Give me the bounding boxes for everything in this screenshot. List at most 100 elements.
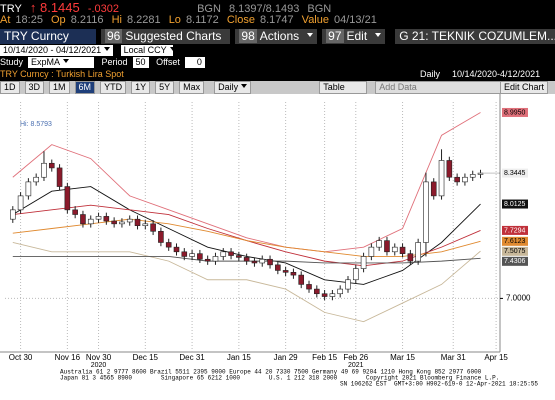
footer-line: Japan 81 3 4565 8900 Singapore 65 6212 1… bbox=[60, 375, 499, 382]
frequency: Daily bbox=[420, 69, 441, 79]
footer-line: SN 106262 EST GMT+3:00 H902-619-0 12-Apr… bbox=[340, 381, 538, 388]
candle-body bbox=[462, 176, 468, 183]
candle-body bbox=[236, 255, 242, 258]
x-tick-label: Jan 15 bbox=[227, 353, 252, 362]
price-tag-label: 8.3445 bbox=[504, 170, 526, 177]
period-button[interactable]: 1Y bbox=[131, 81, 151, 94]
chart-header: TRY Curncy : Turkish Lira Spot Daily 10/… bbox=[0, 69, 555, 81]
button-label: Actions bbox=[259, 29, 300, 43]
candle-body bbox=[290, 272, 297, 276]
period-button[interactable]: 1D bbox=[0, 81, 20, 94]
x-tick-label: Feb 15 bbox=[312, 353, 337, 362]
candle-body bbox=[267, 258, 273, 266]
candle-body bbox=[298, 274, 305, 285]
security[interactable]: TRY Curncy bbox=[0, 29, 96, 44]
change: -.0302 bbox=[87, 3, 120, 14]
period[interactable]: 50 bbox=[132, 57, 149, 68]
label: At bbox=[0, 14, 11, 26]
table-button[interactable]: Table bbox=[319, 81, 368, 94]
candle-body bbox=[80, 214, 86, 225]
command-row: TRY Curncy 96 Suggested Charts 98 Actions 97 E… bbox=[0, 29, 555, 45]
price-tag-label: 7.7294 bbox=[504, 227, 526, 234]
price-tag bbox=[502, 246, 528, 256]
footer-line: Australia 61 2 9777 8600 Brazil 5511 239… bbox=[60, 369, 482, 376]
candle-body bbox=[220, 251, 227, 257]
candle-body bbox=[189, 253, 195, 257]
price-tag bbox=[502, 168, 528, 178]
candle-body bbox=[423, 181, 429, 243]
candle-body bbox=[173, 246, 180, 253]
price-tag bbox=[502, 107, 528, 117]
candle-body bbox=[251, 260, 258, 264]
candle-body bbox=[126, 218, 133, 223]
candle-body bbox=[142, 223, 149, 227]
y-tick-label: 7.0000 bbox=[506, 294, 531, 303]
candle-body bbox=[48, 162, 55, 169]
study[interactable]: ExpMA bbox=[28, 57, 95, 68]
button-label: Suggested Charts bbox=[125, 29, 222, 43]
candle-body bbox=[282, 270, 289, 273]
x-tick-label: Dec 31 bbox=[179, 353, 205, 362]
value: 8.2116 bbox=[70, 14, 104, 26]
button-key: 96 bbox=[105, 29, 123, 43]
candle-body bbox=[212, 256, 219, 262]
high-annotation: Hi: 8.5793 bbox=[20, 121, 52, 128]
toolbar-button[interactable]: 96 Suggested Charts bbox=[101, 29, 231, 44]
candle-body bbox=[64, 186, 71, 211]
candle-body bbox=[243, 257, 250, 262]
candle-body bbox=[150, 223, 156, 232]
candle-body bbox=[259, 258, 266, 264]
offset[interactable]: 0 bbox=[184, 57, 205, 68]
candle-body bbox=[56, 167, 63, 187]
period-button[interactable]: YTD bbox=[100, 81, 127, 94]
range: 10/14/2020-4/12/2021 bbox=[452, 69, 541, 79]
bid-ask: 8.1397/8.1493 bbox=[228, 3, 300, 14]
quote-row: TRY ↑ 8.1445 -.0302 BGN 8.1397/8.1493 BG… bbox=[0, 0, 555, 14]
candle-body bbox=[391, 246, 398, 253]
candle-body bbox=[376, 240, 382, 248]
x-tick-label: Oct 30 bbox=[9, 353, 33, 362]
toolbar-button[interactable]: 98 Actions bbox=[235, 29, 318, 44]
period-button[interactable]: Max bbox=[179, 81, 205, 94]
date-range[interactable]: 10/14/2020 - 04/12/2021 bbox=[0, 45, 114, 56]
candle-body bbox=[17, 195, 24, 211]
frequency-button[interactable]: Daily bbox=[214, 81, 252, 94]
currency[interactable]: Local CCY bbox=[120, 45, 173, 56]
price-tag-label: 8.0125 bbox=[504, 201, 526, 208]
candle-body bbox=[197, 253, 203, 260]
candle-body bbox=[204, 258, 211, 262]
candle-body bbox=[25, 181, 32, 197]
period-button[interactable]: 3D bbox=[24, 81, 45, 94]
label: Value bbox=[301, 14, 329, 26]
edit-chart[interactable]: Edit Chart bbox=[499, 81, 548, 94]
period-buttons: 1D 3D 1M 6M YTD 1Y 5Y Max bbox=[0, 81, 209, 94]
candle-body bbox=[33, 176, 39, 183]
period-button[interactable]: 5Y bbox=[155, 81, 175, 94]
period-button[interactable]: 6M bbox=[74, 81, 96, 94]
candle-body bbox=[384, 240, 390, 253]
candle-body bbox=[72, 209, 78, 215]
bid-source: BGN bbox=[197, 3, 221, 14]
x-tick-label: Jan 29 bbox=[274, 353, 299, 362]
candle-body bbox=[41, 162, 47, 178]
value: 8.1747 bbox=[259, 14, 294, 26]
button-key: 97 bbox=[326, 29, 344, 43]
price-tag-label: 7.6123 bbox=[504, 238, 526, 245]
value: 8.2281 bbox=[126, 14, 161, 26]
label: Lo bbox=[168, 14, 181, 26]
chart-toolbar: 1D 3D 1M 6M YTD 1Y 5Y Max Daily Table Add Data E… bbox=[0, 81, 555, 94]
candle-body bbox=[95, 216, 102, 220]
x-tick-label: Feb 26 bbox=[343, 353, 368, 362]
indicator-line bbox=[12, 242, 481, 323]
label: Study bbox=[0, 57, 24, 67]
period-button[interactable]: 1M bbox=[49, 81, 70, 94]
page-title[interactable]: G 21: TEKNIK COZUMLEM... bbox=[395, 29, 555, 44]
label: Offset bbox=[156, 57, 180, 67]
label: Op bbox=[51, 14, 66, 26]
candle-body bbox=[454, 176, 460, 183]
candle-body bbox=[446, 160, 453, 178]
toolbar-button[interactable]: 97 Edit bbox=[322, 29, 386, 44]
add-data[interactable]: Add Data bbox=[375, 81, 514, 94]
candle-body bbox=[430, 181, 437, 197]
